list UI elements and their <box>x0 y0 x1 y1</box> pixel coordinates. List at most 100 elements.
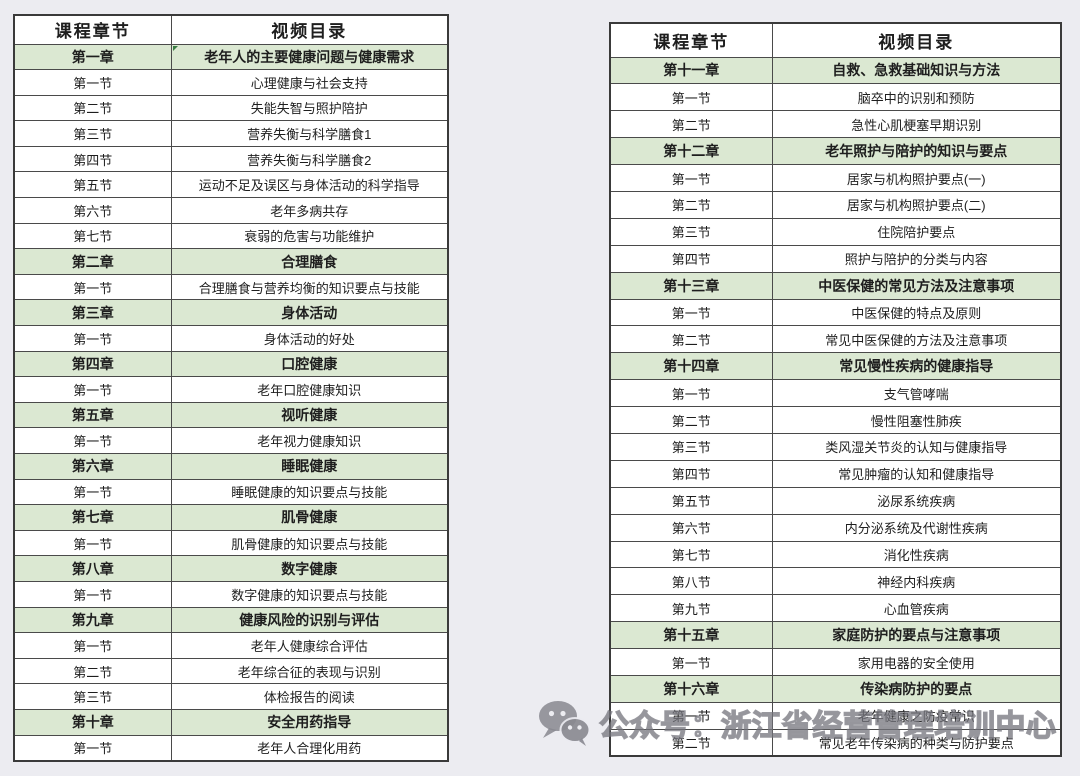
title-cell: 常见肿瘤的认知和健康指导 <box>771 459 1062 488</box>
title-cell: 老年健康之防疫常识 <box>771 701 1062 730</box>
course-table-chapters-1-10: 课程章节 视频目录 第一章 老年人的主要健康问题与健康需求 第一节 心理健康与社会支持… <box>13 14 449 762</box>
chapter-cell: 第七节 <box>609 540 773 569</box>
title-cell: 运动不足及误区与身体活动的科学指导 <box>170 171 449 199</box>
chapter-cell: 第十二章 <box>609 137 773 166</box>
chapter-cell: 第二节 <box>13 94 172 122</box>
section-row: 第三节 体检报告的阅读 <box>13 683 449 710</box>
section-row: 第一节 心理健康与社会支持 <box>13 69 449 96</box>
section-row: 第五节 运动不足及误区与身体活动的科学指导 <box>13 171 449 199</box>
section-row: 第二节 老年综合征的表现与识别 <box>13 657 449 685</box>
title-cell: 老年多病共存 <box>170 197 449 224</box>
chapter-cell: 第十四章 <box>609 352 773 381</box>
title-cell: 失能失智与照护陪护 <box>170 94 449 122</box>
title-cell: 居家与机构照护要点(二) <box>771 190 1062 219</box>
section-row: 第三节 类风湿关节炎的认知与健康指导 <box>609 432 1062 461</box>
title-cell: 合理膳食 <box>170 248 449 275</box>
title-cell: 支气管哮喘 <box>771 379 1062 408</box>
column-header-chapter: 课程章节 <box>609 22 773 58</box>
title-cell: 肌骨健康 <box>170 504 449 531</box>
chapter-cell: 第十三章 <box>609 271 773 300</box>
section-row: 第二节 急性心肌梗塞早期识别 <box>609 110 1062 139</box>
title-cell: 老年人合理化用药 <box>170 734 449 762</box>
title-cell: 常见慢性疾病的健康指导 <box>771 352 1062 381</box>
section-row: 第三节 住院陪护要点 <box>609 217 1062 246</box>
chapter-cell: 第二节 <box>609 406 773 434</box>
title-cell: 老年口腔健康知识 <box>170 376 449 403</box>
title-cell: 慢性阻塞性肺疾 <box>771 406 1062 434</box>
chapter-row: 第七章 肌骨健康 <box>13 504 449 531</box>
section-row: 第四节 照护与陪护的分类与内容 <box>609 244 1062 273</box>
chapter-row: 第五章 视听健康 <box>13 401 449 429</box>
chapter-cell: 第四节 <box>609 244 773 273</box>
title-cell: 常见中医保健的方法及注意事项 <box>771 325 1062 354</box>
chapter-row: 第二章 合理膳食 <box>13 248 449 275</box>
chapter-row: 第十章 安全用药指导 <box>13 708 449 736</box>
title-cell: 居家与机构照护要点(一) <box>771 164 1062 192</box>
chapter-cell: 第八章 <box>13 555 172 582</box>
chapter-row: 第十三章 中医保健的常见方法及注意事项 <box>609 271 1062 300</box>
title-cell: 营养失衡与科学膳食2 <box>170 145 449 173</box>
chapter-cell: 第六节 <box>609 513 773 542</box>
title-cell: 数字健康 <box>170 555 449 582</box>
chapter-cell: 第一节 <box>13 529 172 557</box>
title-cell: 自救、急救基础知识与方法 <box>771 56 1062 85</box>
chapter-cell: 第一节 <box>609 83 773 112</box>
section-row: 第一节 老年口腔健康知识 <box>13 376 449 403</box>
title-cell: 中医保健的特点及原则 <box>771 298 1062 327</box>
wechat-icon <box>539 701 591 746</box>
title-cell: 身体活动 <box>170 299 449 327</box>
chapter-cell: 第九章 <box>13 606 172 634</box>
chapter-cell: 第十五章 <box>609 621 773 650</box>
section-row: 第一节 支气管哮喘 <box>609 379 1062 408</box>
chapter-cell: 第二节 <box>609 190 773 219</box>
title-cell: 消化性疾病 <box>771 540 1062 569</box>
chapter-row: 第六章 睡眠健康 <box>13 453 449 480</box>
title-cell: 常见老年传染病的种类与防护要点 <box>771 728 1062 757</box>
section-row: 第一节 老年人合理化用药 <box>13 734 449 762</box>
section-row: 第七节 衰弱的危害与功能维护 <box>13 222 449 250</box>
section-row: 第二节 慢性阻塞性肺疾 <box>609 406 1062 434</box>
title-cell: 体检报告的阅读 <box>170 683 449 710</box>
chapter-cell: 第四节 <box>609 459 773 488</box>
chapter-cell: 第十六章 <box>609 674 773 703</box>
course-table-chapters-11-16: 课程章节 视频目录 第十一章 自救、急救基础知识与方法 第一节 脑卒中的识别和预防 第二… <box>609 22 1062 758</box>
title-cell: 衰弱的危害与功能维护 <box>170 222 449 250</box>
chapter-cell: 第二节 <box>609 325 773 354</box>
chapter-cell: 第五节 <box>609 486 773 515</box>
chapter-row: 第四章 口腔健康 <box>13 350 449 378</box>
chapter-row: 第十五章 家庭防护的要点与注意事项 <box>609 621 1062 650</box>
title-cell: 老年综合征的表现与识别 <box>170 657 449 685</box>
title-cell: 神经内科疾病 <box>771 567 1062 596</box>
title-cell: 营养失衡与科学膳食1 <box>170 120 449 147</box>
chapter-cell: 第九节 <box>609 594 773 623</box>
chapter-cell: 第三节 <box>609 217 773 246</box>
column-header-video-directory: 视频目录 <box>771 22 1062 58</box>
chapter-cell: 第五节 <box>13 171 172 199</box>
section-row: 第一节 数字健康的知识要点与技能 <box>13 580 449 608</box>
section-row: 第一节 老年视力健康知识 <box>13 427 449 454</box>
column-header-chapter: 课程章节 <box>13 14 172 45</box>
title-cell: 视听健康 <box>170 401 449 429</box>
chapter-row: 第一章 老年人的主要健康问题与健康需求 <box>13 43 449 71</box>
section-row: 第六节 内分泌系统及代谢性疾病 <box>609 513 1062 542</box>
chapter-cell: 第七节 <box>13 222 172 250</box>
title-cell: 心理健康与社会支持 <box>170 69 449 96</box>
section-row: 第四节 常见肿瘤的认知和健康指导 <box>609 459 1062 488</box>
title-cell: 肌骨健康的知识要点与技能 <box>170 529 449 557</box>
title-cell: 老年照护与陪护的知识与要点 <box>771 137 1062 166</box>
section-row: 第一节 合理膳食与营养均衡的知识要点与技能 <box>13 273 449 301</box>
section-row: 第一节 老年人健康综合评估 <box>13 632 449 659</box>
chapter-cell: 第十章 <box>13 708 172 736</box>
section-row: 第二节 居家与机构照护要点(二) <box>609 190 1062 219</box>
title-cell: 家庭防护的要点与注意事项 <box>771 621 1062 650</box>
chapter-cell: 第一节 <box>13 376 172 403</box>
chapter-cell: 第六节 <box>13 197 172 224</box>
section-row: 第一节 中医保健的特点及原则 <box>609 298 1062 327</box>
chapter-cell: 第一节 <box>609 379 773 408</box>
title-cell: 类风湿关节炎的认知与健康指导 <box>771 432 1062 461</box>
section-row: 第九节 心血管疾病 <box>609 594 1062 623</box>
section-row: 第三节 营养失衡与科学膳食1 <box>13 120 449 147</box>
title-cell: 中医保健的常见方法及注意事项 <box>771 271 1062 300</box>
chapter-cell: 第一节 <box>13 427 172 454</box>
table-header-row: 课程章节 视频目录 <box>609 22 1062 58</box>
